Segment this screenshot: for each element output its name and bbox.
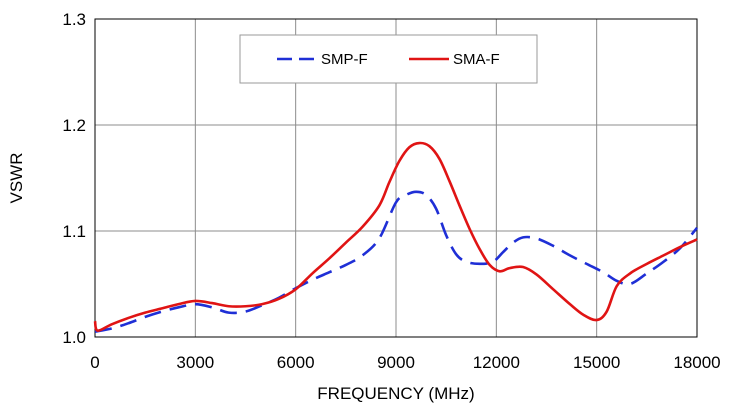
x-tick-label: 9000	[377, 353, 415, 372]
y-tick-label: 1.3	[62, 10, 86, 29]
x-axis-label: FREQUENCY (MHz)	[317, 384, 474, 403]
series-line-sma-f	[93, 141, 698, 332]
x-tick-label: 0	[90, 353, 99, 372]
legend: SMP-F SMA-F	[239, 34, 538, 84]
y-tick-label: 1.2	[62, 116, 86, 135]
plot-area	[94, 18, 698, 338]
x-tick-label: 18000	[673, 353, 720, 372]
x-tick-label: 12000	[473, 353, 520, 372]
y-tick-label: 1.0	[62, 328, 86, 347]
horizontal-gridlines	[95, 124, 697, 232]
x-tick-labels: 0 3000 6000 9000 12000 15000 18000	[90, 353, 720, 372]
y-tick-labels: 1.0 1.1 1.2 1.3	[62, 10, 86, 347]
legend-label-smp-f: SMP-F	[321, 51, 368, 68]
series-line-smp-f	[94, 190, 699, 333]
x-tick-label: 15000	[573, 353, 620, 372]
x-tick-label: 6000	[277, 353, 315, 372]
y-axis-label: VSWR	[7, 153, 26, 204]
x-tick-label: 3000	[176, 353, 214, 372]
legend-box	[239, 34, 538, 84]
y-tick-label: 1.1	[62, 222, 86, 241]
legend-label-sma-f: SMA-F	[453, 51, 500, 68]
series-layer	[93, 141, 699, 333]
